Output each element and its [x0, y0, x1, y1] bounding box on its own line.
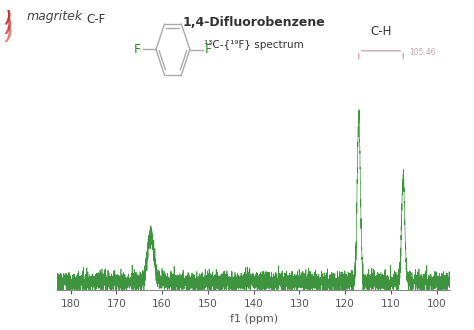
- Text: magritek: magritek: [26, 10, 82, 23]
- Text: 105.46: 105.46: [409, 48, 436, 57]
- Text: F: F: [134, 43, 141, 56]
- Text: 1,4-Difluorobenzene: 1,4-Difluorobenzene: [182, 16, 325, 29]
- Text: C-F: C-F: [86, 14, 105, 26]
- Text: ): ): [5, 26, 13, 45]
- Text: ): ): [5, 10, 12, 25]
- Text: ¹³C-{¹⁹F} spectrum: ¹³C-{¹⁹F} spectrum: [204, 40, 303, 50]
- Text: ): ): [5, 18, 12, 36]
- Text: F: F: [205, 43, 212, 56]
- Text: C-H: C-H: [370, 25, 392, 38]
- X-axis label: f1 (ppm): f1 (ppm): [229, 314, 278, 324]
